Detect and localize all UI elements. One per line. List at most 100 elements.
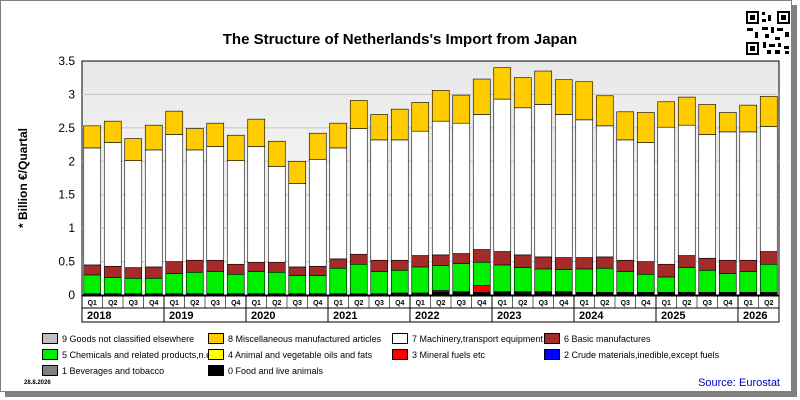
legend-label: 9 Goods not classified elsewhere <box>62 333 195 344</box>
x-tick-label: Q2 <box>518 300 527 307</box>
bar-segment-machinery <box>185 149 204 261</box>
bar-segment-food <box>472 292 491 296</box>
bar-segment-food <box>616 292 635 296</box>
bar-segment-machinery <box>534 104 553 258</box>
bar-segment-chemicals <box>411 266 430 294</box>
bar-segment-chemicals <box>534 268 553 292</box>
bar-segment-machinery <box>206 146 225 261</box>
bar-segment-misc <box>657 101 676 128</box>
bar-segment-food <box>513 291 532 296</box>
bar-segment-basic <box>247 261 266 272</box>
bar-segment-machinery <box>124 160 143 268</box>
bar-segment-machinery <box>718 131 737 261</box>
bar-segment-misc <box>493 67 512 100</box>
bar-segment-chemicals <box>739 271 758 293</box>
bar-segment-misc <box>124 138 143 161</box>
bar-segment-machinery <box>759 126 778 252</box>
bar-segment-misc <box>329 122 348 149</box>
bar-segment-basic <box>431 254 450 266</box>
x-tick-label: Q4 <box>723 300 732 307</box>
bar-segment-misc <box>144 124 163 151</box>
bar-segment-basic <box>534 256 553 270</box>
x-tick-label: Q1 <box>416 300 425 307</box>
bar-segment-chemicals <box>452 263 471 292</box>
bar-segment-chemicals <box>144 277 163 294</box>
bar-segment-misc <box>452 94 471 124</box>
x-tick-label: Q3 <box>129 300 138 307</box>
bar-segment-misc <box>206 122 225 147</box>
year-label: 2022 <box>415 310 439 322</box>
bar-segment-food <box>698 292 717 296</box>
bar-segment-basic <box>390 259 409 271</box>
bar-segment-basic <box>698 257 717 271</box>
x-tick-label: Q2 <box>682 300 691 307</box>
bar-segment-misc <box>247 118 266 147</box>
x-tick-label: Q2 <box>600 300 609 307</box>
bar-segment-chemicals <box>390 269 409 294</box>
legend-item-machinery: 7 Machinery,transport equipment <box>392 333 543 344</box>
bar-segment-basic <box>657 263 676 278</box>
legend-label: 6 Basic manufactures <box>564 333 651 344</box>
y-tick-label: 0.5 <box>58 255 75 269</box>
bar-segment-chemicals <box>554 269 573 292</box>
year-label: 2026 <box>743 310 767 322</box>
bar-segment-chemicals <box>472 261 491 286</box>
year-label: 2025 <box>661 310 685 322</box>
source-note: Source: Eurostat <box>698 377 780 389</box>
bar-segment-machinery <box>247 146 266 263</box>
bar-segment-machinery <box>493 98 512 252</box>
bar-segment-machinery <box>370 139 389 261</box>
legend-swatch <box>208 365 224 376</box>
x-tick-label: Q4 <box>231 300 240 307</box>
legend-label: 2 Crude materials,inedible,except fuels <box>564 349 720 360</box>
x-tick-label: Q3 <box>539 300 548 307</box>
bar-segment-misc <box>83 125 102 149</box>
bar-segment-food <box>595 292 614 296</box>
bar-segment-food <box>575 292 594 296</box>
year-label: 2018 <box>87 310 111 322</box>
legend-item-basic: 6 Basic manufactures <box>544 333 651 344</box>
bar-segment-food <box>493 291 512 296</box>
bar-segment-machinery <box>472 114 491 250</box>
y-tick-label: 2.5 <box>58 121 75 135</box>
x-tick-label: Q1 <box>744 300 753 307</box>
bar-segment-food <box>636 292 655 296</box>
bar-segment-food <box>452 291 471 296</box>
qr-code-icon <box>745 10 791 56</box>
x-tick-label: Q3 <box>293 300 302 307</box>
year-label: 2019 <box>169 310 193 322</box>
bar-segment-misc <box>226 134 245 161</box>
bar-segment-misc <box>349 100 368 129</box>
bar-segment-misc <box>759 96 778 127</box>
x-tick-label: Q3 <box>703 300 712 307</box>
bar-segment-machinery <box>739 131 758 261</box>
x-tick-label: Q4 <box>149 300 158 307</box>
x-tick-label: Q3 <box>211 300 220 307</box>
bar-segment-chemicals <box>370 271 389 294</box>
legend-item-beverages: 1 Beverages and tobacco <box>42 365 164 376</box>
legend-swatch <box>544 349 560 360</box>
bar-segment-fuels <box>472 285 491 293</box>
bar-segment-machinery <box>226 160 245 265</box>
legend-item-other: 9 Goods not classified elsewhere <box>42 333 194 344</box>
bar-segment-food <box>411 292 430 296</box>
year-label: 2020 <box>251 310 275 322</box>
bar-segment-chemicals <box>575 268 594 293</box>
bar-segment-misc <box>185 128 204 151</box>
bar-segment-basic <box>83 264 102 276</box>
bar-segment-misc <box>165 110 184 135</box>
y-tick-label: 1 <box>68 221 75 235</box>
bar-segment-chemicals <box>698 269 717 293</box>
chart-title: The Structure of Netherlands's Import fr… <box>222 31 578 48</box>
bar-segment-machinery <box>452 122 471 254</box>
x-tick-label: Q4 <box>559 300 568 307</box>
bar-segment-misc <box>554 79 573 115</box>
bar-segment-basic <box>595 256 614 269</box>
bar-segment-food <box>718 292 737 296</box>
bar-segment-basic <box>718 259 737 274</box>
bar-segment-basic <box>575 257 594 270</box>
bar-segment-chemicals <box>431 265 450 291</box>
legend-item-food: 0 Food and live animals <box>208 365 323 376</box>
bar-segment-machinery <box>554 114 573 258</box>
